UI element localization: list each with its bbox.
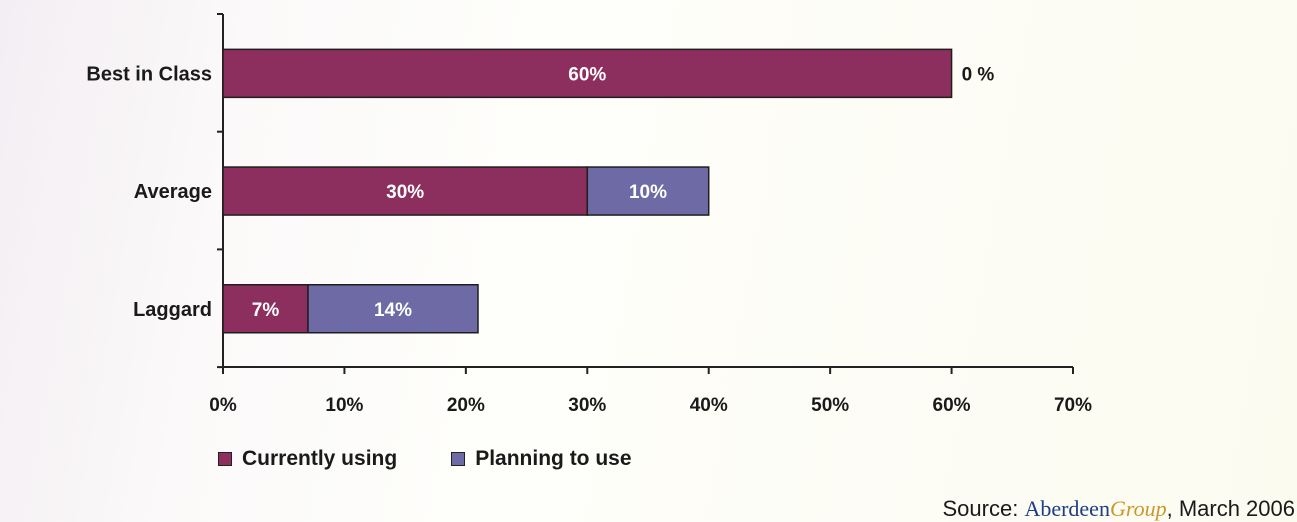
source-prefix: Source: [942,496,1025,521]
x-tick-label: 70% [1054,395,1092,416]
legend-swatch-planning-to-use [451,452,466,466]
x-tick-label: 50% [811,395,849,416]
x-tick-label: 20% [447,395,485,416]
bar-segment [222,166,589,216]
x-tick-label: 0% [209,395,237,416]
data-label: 7% [252,300,280,321]
data-label: 30% [386,182,424,203]
legend-swatch-currently-using [218,452,232,466]
x-tick-label: 30% [568,395,606,416]
category-label: Best in Class [86,63,212,85]
data-label: 10% [629,182,667,203]
bar-segment [586,166,710,216]
data-label: 14% [374,300,412,321]
source-brand-group: Group [1109,496,1167,521]
legend-label-planning-to-use: Planning to use [475,447,632,470]
source-suffix: , March 2006 [1166,496,1295,521]
legend: Currently using Planning to use [218,446,686,472]
data-label: 60% [568,64,606,85]
bar-segment [307,284,479,334]
category-label: Average [134,181,212,203]
source-brand-aberdeen: Aberdeen [1024,496,1110,521]
x-tick-label: 60% [933,395,971,416]
category-label: Laggard [133,299,212,321]
bar-segment [222,48,953,99]
legend-item-currently-using: Currently using [218,447,397,471]
source-note: Source: AberdeenGroup, March 2006 [943,496,1296,522]
legend-item-planning-to-use: Planning to use [451,447,632,471]
legend-label-currently-using: Currently using [242,447,398,470]
data-label: 0 % [962,64,995,85]
x-tick-label: 40% [690,395,728,416]
x-tick-label: 10% [325,395,363,416]
